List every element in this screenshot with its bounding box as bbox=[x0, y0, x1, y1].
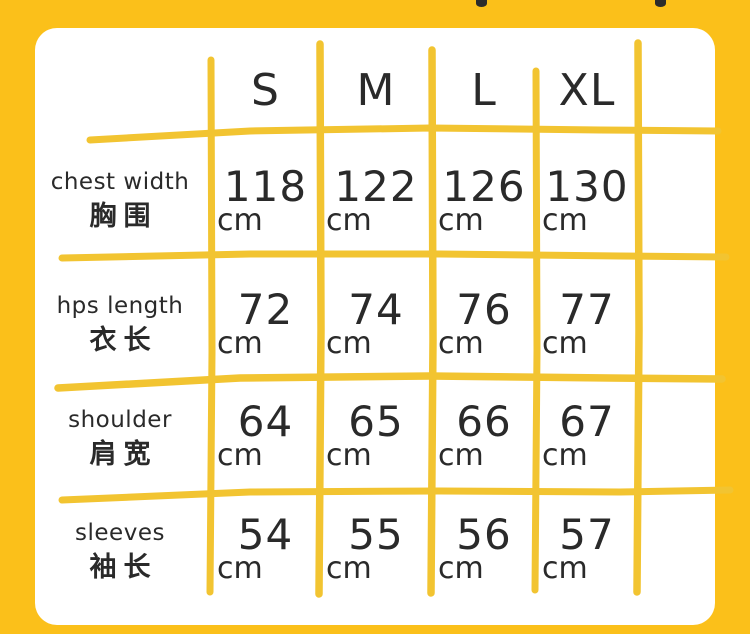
cell-hps-s: 72 cm bbox=[211, 278, 320, 370]
cell-shoulder-xl-unit: cm bbox=[542, 438, 588, 473]
cell-hps-m: 74 cm bbox=[320, 278, 432, 370]
cell-sleeves-s-value: 54 bbox=[237, 510, 294, 559]
cell-hps-m-unit: cm bbox=[326, 326, 372, 361]
cell-hps-s-value: 72 bbox=[237, 285, 294, 334]
cell-hps-xl-value: 77 bbox=[559, 285, 615, 334]
column-header-l-label: L bbox=[471, 65, 497, 116]
cell-hps-xl-unit: cm bbox=[542, 326, 588, 361]
cell-chest-l-unit: cm bbox=[438, 203, 484, 238]
row-label-shoulder-zh: 肩宽 bbox=[89, 438, 158, 470]
cell-hps-s-unit: cm bbox=[217, 326, 263, 361]
column-header-xl: XL bbox=[536, 66, 638, 116]
cell-sleeves-l: 56 cm bbox=[432, 503, 536, 595]
cell-sleeves-xl: 57 cm bbox=[536, 503, 638, 595]
row-label-hps-length: hps length 衣长 bbox=[30, 276, 210, 372]
cell-hps-l-unit: cm bbox=[438, 326, 484, 361]
cell-sleeves-xl-value: 57 bbox=[559, 510, 615, 559]
column-header-l: L bbox=[432, 66, 536, 116]
row-label-chest-width-zh: 胸围 bbox=[89, 200, 158, 232]
cell-chest-m: 122 cm bbox=[320, 155, 432, 247]
cell-sleeves-s-unit: cm bbox=[217, 551, 263, 586]
cell-sleeves-m-value: 55 bbox=[348, 510, 404, 559]
cell-shoulder-m-value: 65 bbox=[348, 397, 404, 446]
cell-shoulder-xl: 67 cm bbox=[536, 390, 638, 482]
cell-shoulder-s-value: 64 bbox=[237, 397, 294, 446]
row-label-chest-width-en: chest width bbox=[50, 168, 190, 195]
cropped-text-descender-icon bbox=[655, 0, 666, 7]
cell-shoulder-s: 64 cm bbox=[211, 390, 320, 482]
cell-chest-l-value: 126 bbox=[442, 162, 526, 211]
row-label-sleeves-en: sleeves bbox=[75, 519, 165, 546]
cell-shoulder-l-value: 66 bbox=[456, 397, 512, 446]
cell-shoulder-xl-value: 67 bbox=[559, 397, 615, 446]
cell-shoulder-m: 65 cm bbox=[320, 390, 432, 482]
cell-shoulder-s-unit: cm bbox=[217, 438, 263, 473]
cell-chest-l: 126 cm bbox=[432, 155, 536, 247]
row-label-shoulder: shoulder 肩宽 bbox=[30, 390, 210, 486]
cropped-text-descender-icon bbox=[476, 0, 487, 7]
cell-hps-l-value: 76 bbox=[456, 285, 512, 334]
column-header-s: S bbox=[211, 66, 320, 116]
cell-chest-xl-value: 130 bbox=[545, 162, 629, 211]
cell-chest-xl: 130 cm bbox=[536, 155, 638, 247]
cell-sleeves-s: 54 cm bbox=[211, 503, 320, 595]
cell-chest-m-value: 122 bbox=[334, 162, 418, 211]
column-header-s-label: S bbox=[251, 65, 280, 116]
cell-chest-s-unit: cm bbox=[217, 203, 263, 238]
row-label-shoulder-en: shoulder bbox=[68, 406, 172, 433]
cell-hps-m-value: 74 bbox=[348, 285, 404, 334]
row-label-hps-length-en: hps length bbox=[56, 292, 184, 319]
cell-sleeves-l-unit: cm bbox=[438, 551, 484, 586]
cell-chest-m-unit: cm bbox=[326, 203, 372, 238]
cell-chest-s-value: 118 bbox=[223, 162, 308, 211]
column-header-xl-label: XL bbox=[558, 65, 616, 116]
cell-shoulder-l-unit: cm bbox=[438, 438, 484, 473]
cell-sleeves-m-unit: cm bbox=[326, 551, 372, 586]
cell-sleeves-m: 55 cm bbox=[320, 503, 432, 595]
cell-hps-xl: 77 cm bbox=[536, 278, 638, 370]
cell-chest-s: 118 cm bbox=[211, 155, 320, 247]
row-label-hps-length-zh: 衣长 bbox=[89, 324, 158, 356]
column-header-m-label: M bbox=[356, 65, 396, 116]
cell-shoulder-m-unit: cm bbox=[326, 438, 372, 473]
row-label-chest-width: chest width 胸围 bbox=[30, 152, 210, 248]
cell-sleeves-l-value: 56 bbox=[456, 510, 512, 559]
row-label-sleeves-zh: 袖长 bbox=[89, 551, 158, 583]
cell-chest-xl-unit: cm bbox=[542, 203, 588, 238]
row-label-sleeves: sleeves 袖长 bbox=[30, 503, 210, 599]
cell-sleeves-xl-unit: cm bbox=[542, 551, 588, 586]
cell-hps-l: 76 cm bbox=[432, 278, 536, 370]
column-header-m: M bbox=[320, 66, 432, 116]
cell-shoulder-l: 66 cm bbox=[432, 390, 536, 482]
